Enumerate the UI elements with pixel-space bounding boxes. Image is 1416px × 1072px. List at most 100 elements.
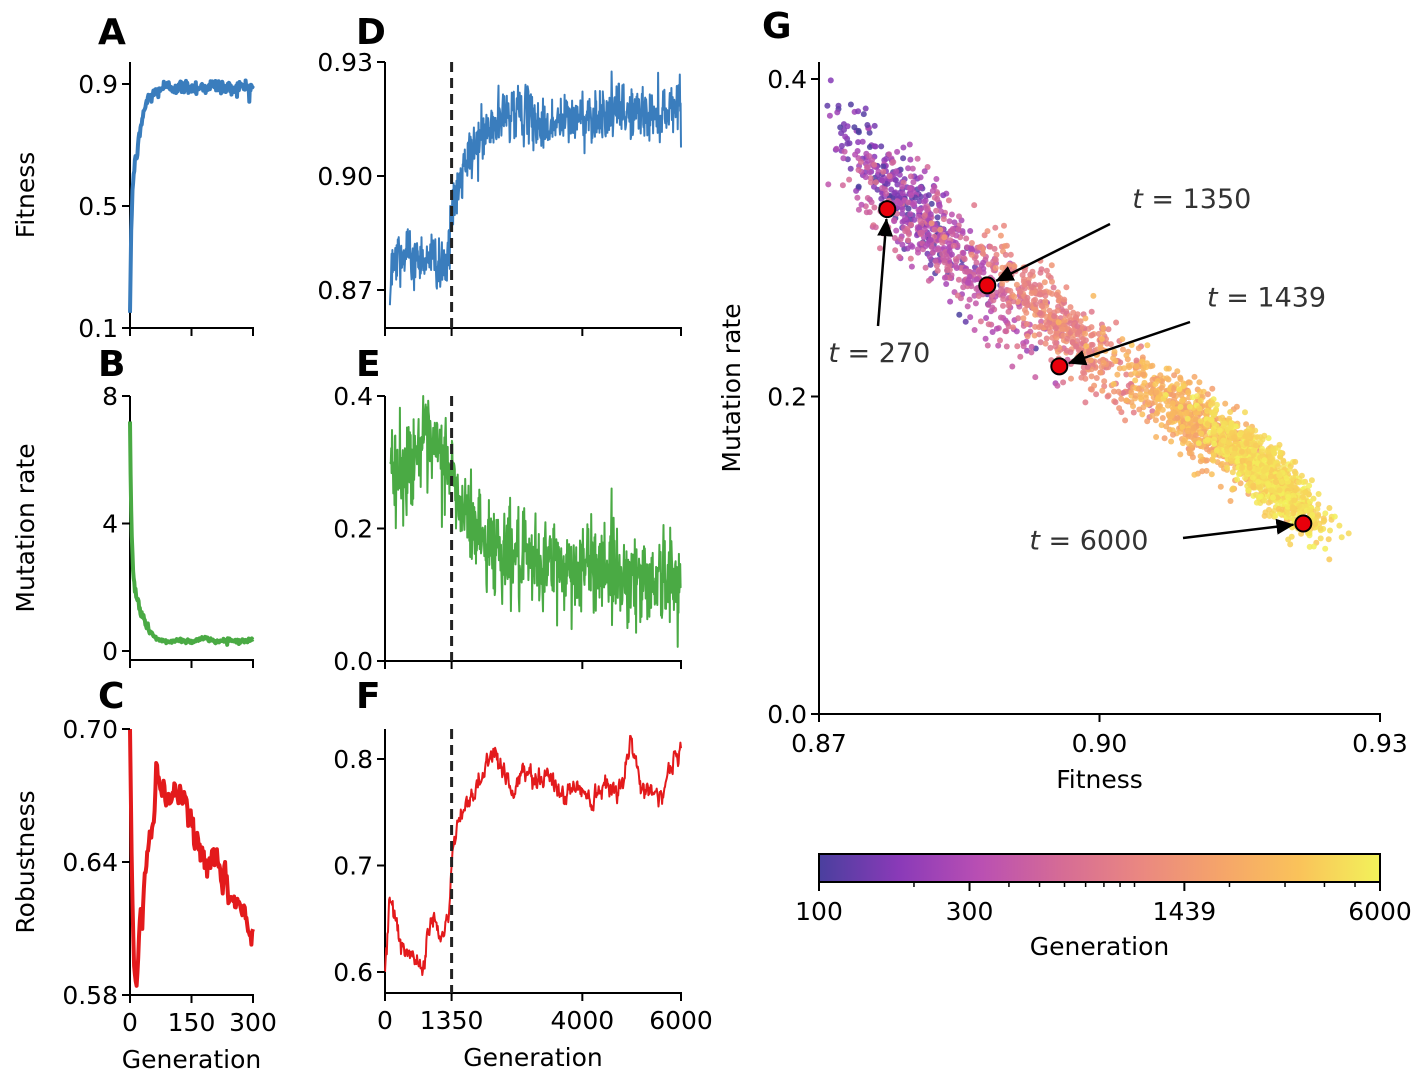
scatter-point [1015,315,1022,322]
scatter-point [899,210,906,217]
scatter-point [1197,453,1204,460]
scatter-point [1258,448,1265,455]
scatter-point [1267,473,1274,480]
scatter-point [1275,463,1282,470]
scatter-point [1028,283,1035,290]
scatter-point [1088,308,1095,315]
scatter-point [1245,469,1252,476]
scatter-point [897,236,904,243]
scatter-point [1049,290,1056,297]
scatter-point [1082,315,1089,322]
scatter-point [1266,512,1273,519]
scatter-point [1140,371,1147,378]
scatter-point [891,235,898,241]
scatter-point [1153,389,1160,396]
scatter-point [985,321,992,328]
scatter-point [871,122,878,129]
scatter-point [1195,440,1202,447]
scatter-point [1338,534,1345,541]
scatter-point [1230,485,1236,492]
scatter-point [1213,447,1220,454]
scatter-point [1005,308,1012,315]
scatter-point [1180,383,1187,390]
scatter-point [1296,502,1303,509]
scatter-point [1272,512,1279,519]
scatter-point [1137,391,1144,398]
scatter-point [1043,335,1050,342]
y-tick-label-d: 0.93 [317,48,373,77]
scatter-point [1226,439,1233,446]
scatter-point [1168,438,1175,445]
scatter-point [1229,469,1236,476]
colorbar-tick-label: 100 [795,897,843,926]
scatter-point [967,314,974,321]
scatter-point [1235,471,1242,477]
highlighted-point [1050,357,1069,376]
x-tick-label-f: 6000 [649,1006,713,1035]
scatter-point [839,182,846,189]
scatter-point [1190,425,1197,431]
scatter-point [1296,479,1302,486]
scatter-point [1179,423,1186,430]
scatter-point [921,212,928,219]
scatter-point [1229,429,1236,436]
scatter-point [1099,387,1106,394]
scatter-point [943,281,950,287]
scatter-point [932,258,939,265]
scatter-point [882,186,889,193]
scatter-point [1100,324,1107,331]
scatter-point [919,229,926,236]
scatter-point [960,254,967,261]
scatter-point [1001,243,1008,250]
y-tick-label-c: 0.58 [62,981,118,1010]
y-tick-label-f: 0.6 [333,958,373,987]
scatter-point [1308,477,1315,484]
scatter-point [1046,307,1053,314]
scatter-point [985,261,992,268]
scatter-point [1277,449,1284,456]
scatter-point [946,248,953,255]
scatter-point [946,218,953,225]
y-axis-label-c: Robustness [11,790,40,933]
panel-label-g: G [762,6,792,47]
annotation-arrow [995,222,1111,283]
scatter-point [1325,536,1332,543]
scatter-point [987,243,994,250]
scatter-point [906,141,913,148]
scatter-point [1177,451,1184,458]
scatter-point [1261,432,1268,439]
scatter-point [1227,498,1234,504]
scatter-point [1028,349,1035,356]
panel-g: G 0.87 0.90 0.93 0.0 0.2 0.4 Fitness Mutation r… [717,6,1412,961]
scatter-point [847,165,854,172]
scatter-point [1055,319,1062,326]
scatter-point [1243,433,1250,440]
scatter-point [925,231,932,238]
scatter-point [909,201,916,208]
scatter-point [927,261,934,268]
scatter-point [1177,403,1184,410]
scatter-point [1186,379,1193,386]
annotation-value: = 1350 [1143,184,1252,215]
scatter-point [1326,556,1333,563]
scatter-point [902,228,909,235]
x-tick-label-g: 0.90 [1072,729,1128,758]
scatter-point [1147,381,1154,388]
annotation-var: t [1029,525,1041,556]
scatter-point [855,108,862,115]
scatter-point [868,199,875,206]
scatter-point [914,246,921,253]
annotation-value: = 6000 [1040,525,1149,556]
scatter-point [968,240,975,246]
scatter-point [1123,371,1130,378]
scatter-point [866,209,873,216]
scatter-point [842,133,849,140]
y-tick-label-g: 0.0 [767,700,807,729]
scatter-point [1061,317,1068,324]
scatter-point [841,148,848,155]
scatter-point [878,195,885,202]
scatter-point [1275,505,1282,512]
scatter-point [933,262,940,269]
x-tick-label-c: 300 [229,1008,277,1037]
scatter-point [939,251,946,258]
